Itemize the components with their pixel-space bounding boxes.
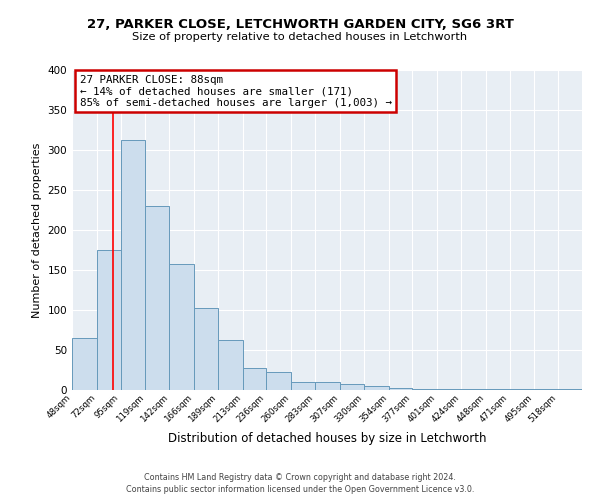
Bar <box>437 389 461 390</box>
Y-axis label: Number of detached properties: Number of detached properties <box>32 142 42 318</box>
Bar <box>218 340 242 390</box>
Bar <box>121 140 145 390</box>
Text: Contains HM Land Registry data © Crown copyright and database right 2024.: Contains HM Land Registry data © Crown c… <box>144 472 456 482</box>
Bar <box>389 388 412 390</box>
Bar <box>461 389 486 390</box>
Bar <box>558 389 582 390</box>
Bar <box>242 368 266 390</box>
Text: Contains public sector information licensed under the Open Government Licence v3: Contains public sector information licen… <box>126 485 474 494</box>
Bar <box>486 389 509 390</box>
Text: Size of property relative to detached houses in Letchworth: Size of property relative to detached ho… <box>133 32 467 42</box>
Text: 27, PARKER CLOSE, LETCHWORTH GARDEN CITY, SG6 3RT: 27, PARKER CLOSE, LETCHWORTH GARDEN CITY… <box>86 18 514 30</box>
Bar <box>364 386 389 390</box>
Bar <box>340 384 364 390</box>
Text: 27 PARKER CLOSE: 88sqm
← 14% of detached houses are smaller (171)
85% of semi-de: 27 PARKER CLOSE: 88sqm ← 14% of detached… <box>80 75 392 108</box>
Bar <box>535 389 558 390</box>
Bar <box>266 372 292 390</box>
Bar <box>72 338 97 390</box>
Bar <box>145 206 169 390</box>
Bar <box>315 382 340 390</box>
Bar <box>412 389 437 390</box>
Bar <box>509 389 535 390</box>
X-axis label: Distribution of detached houses by size in Letchworth: Distribution of detached houses by size … <box>168 432 486 445</box>
Bar <box>97 250 121 390</box>
Bar <box>292 382 315 390</box>
Bar <box>169 264 194 390</box>
Bar <box>194 308 218 390</box>
